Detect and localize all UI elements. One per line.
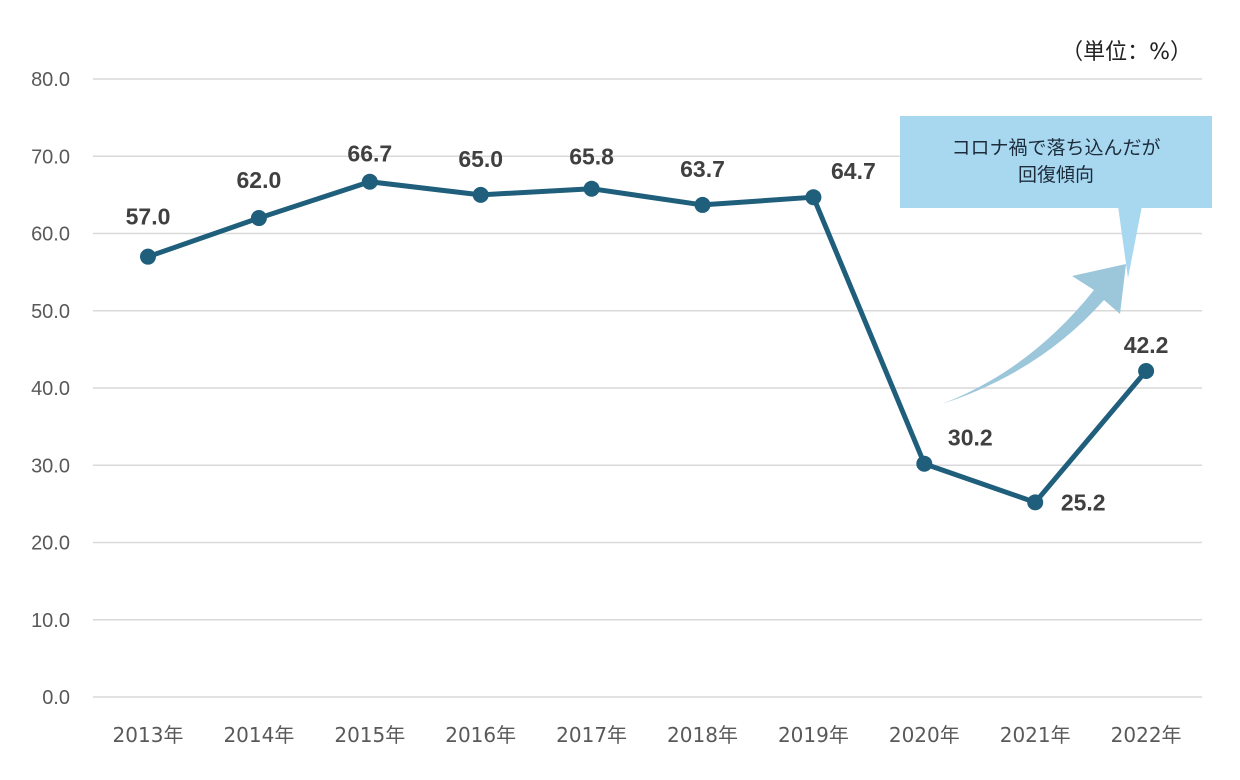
x-tick-label: 2021年 bbox=[1000, 723, 1071, 747]
x-tick-label: 2020年 bbox=[889, 723, 960, 747]
data-labels: 57.0 62.0 66.7 65.0 65.8 63.7 64.7 30.2 25.2 42.2 bbox=[126, 141, 1169, 516]
x-tick-label: 2018年 bbox=[667, 723, 738, 747]
data-label: 65.8 bbox=[569, 144, 614, 170]
y-tick-label: 50.0 bbox=[31, 301, 70, 323]
data-label: 57.0 bbox=[126, 204, 171, 230]
y-axis-ticks: 0.0 10.0 20.0 30.0 40.0 50.0 60.0 70.0 80.0 bbox=[31, 69, 70, 709]
x-tick-label: 2014年 bbox=[223, 723, 294, 747]
x-tick-label: 2017年 bbox=[556, 723, 627, 747]
callout-line-2: 回復傾向 bbox=[1017, 164, 1094, 186]
data-point bbox=[1027, 494, 1044, 511]
data-points bbox=[140, 173, 1155, 511]
x-tick-label: 2013年 bbox=[113, 723, 184, 747]
data-point bbox=[361, 173, 378, 190]
callout-line-1: コロナ禍で落ち込んだが bbox=[951, 137, 1161, 159]
data-label: 66.7 bbox=[347, 141, 392, 167]
series-line bbox=[147, 179, 1149, 505]
data-point bbox=[1138, 363, 1155, 380]
y-tick-label: 10.0 bbox=[31, 610, 70, 632]
gridlines bbox=[93, 78, 1202, 698]
callout-pointer bbox=[1118, 206, 1142, 278]
annotation-callout: コロナ禍で落ち込んだが 回復傾向 bbox=[900, 116, 1212, 208]
y-tick-label: 70.0 bbox=[31, 146, 70, 168]
x-axis-ticks: 2013年 2014年 2015年 2016年 2017年 2018年 2019年 2020年… bbox=[113, 723, 1182, 747]
y-tick-label: 80.0 bbox=[31, 69, 70, 91]
data-point bbox=[694, 196, 711, 213]
data-label: 25.2 bbox=[1061, 489, 1106, 515]
x-tick-label: 2019年 bbox=[778, 723, 849, 747]
data-label: 30.2 bbox=[948, 425, 993, 451]
data-point bbox=[140, 248, 156, 265]
y-tick-label: 40.0 bbox=[31, 378, 70, 400]
data-label: 42.2 bbox=[1124, 332, 1169, 358]
recovery-arrow bbox=[942, 264, 1126, 404]
data-point bbox=[916, 455, 933, 472]
y-tick-label: 30.0 bbox=[31, 455, 70, 477]
data-label: 65.0 bbox=[458, 146, 503, 172]
x-tick-label: 2015年 bbox=[334, 723, 405, 747]
data-point bbox=[250, 210, 267, 227]
data-point bbox=[472, 186, 489, 203]
x-tick-label: 2022年 bbox=[1111, 723, 1182, 747]
data-label: 63.7 bbox=[680, 156, 725, 182]
data-point bbox=[805, 189, 822, 206]
y-tick-label: 20.0 bbox=[31, 533, 70, 555]
data-label: 64.7 bbox=[831, 158, 876, 184]
y-tick-label: 0.0 bbox=[42, 687, 70, 709]
data-point bbox=[583, 180, 600, 197]
data-label: 62.0 bbox=[237, 167, 282, 193]
x-tick-label: 2016年 bbox=[445, 723, 516, 747]
y-tick-label: 60.0 bbox=[31, 224, 70, 246]
unit-label: （単位：%） bbox=[1061, 40, 1192, 65]
